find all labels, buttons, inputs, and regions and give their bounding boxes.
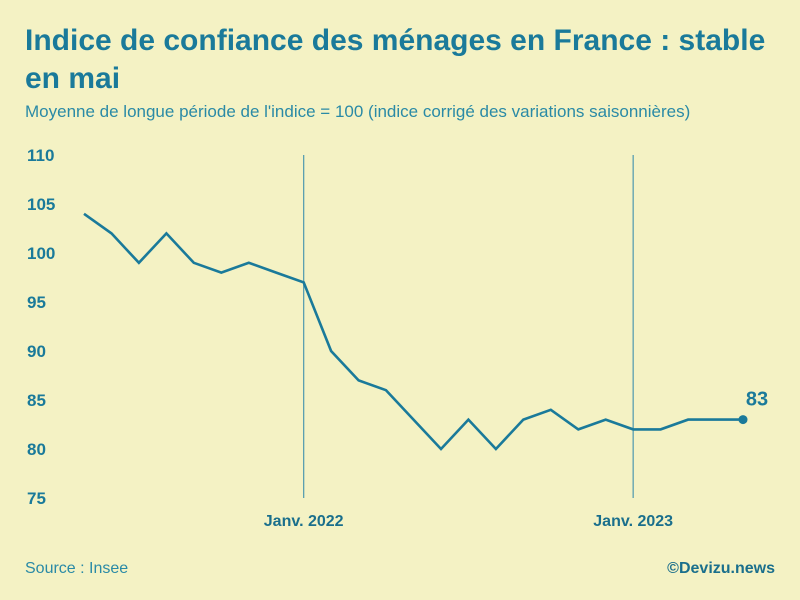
y-tick-label: 85 [27, 391, 46, 410]
y-tick-label: 105 [27, 195, 55, 214]
y-tick-label: 110 [27, 146, 54, 165]
y-tick-label: 80 [27, 440, 46, 459]
last-point-marker [738, 415, 748, 425]
y-tick-label: 75 [27, 489, 46, 508]
source-note: Source : Insee [25, 560, 129, 577]
chart-title: Indice de confiance des ménages en Franc… [25, 24, 766, 95]
y-tick-label: 95 [27, 293, 46, 312]
chart-subtitle: Moyenne de longue période de l'indice = … [25, 102, 691, 121]
y-tick-label: 100 [27, 244, 55, 263]
x-tick-label: Janv. 2022 [264, 513, 344, 530]
last-value-label: 83 [746, 389, 768, 411]
y-tick-label: 90 [27, 342, 46, 361]
x-tick-label: Janv. 2023 [593, 513, 673, 530]
credit-link[interactable]: ©Devizu.news [667, 560, 775, 577]
series-line [83, 212, 743, 451]
